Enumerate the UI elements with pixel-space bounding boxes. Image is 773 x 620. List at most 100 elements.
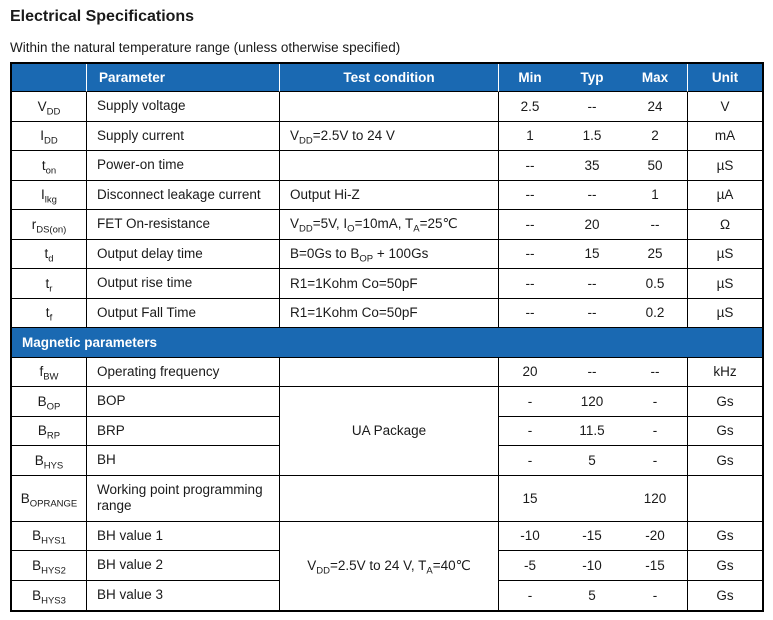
cell-test-condition [280,475,499,522]
table-row: IDD Supply current VDD=2.5V to 24 V 1 1.5 2 mA [12,121,762,151]
table-row: Ilkg Disconnect leakage current Output Hi-… [12,180,762,210]
table-row: fBW Operating frequency 20 -- -- kHz [12,357,762,387]
cell-max: 0.2 [623,298,688,328]
cell-symbol: VDD [12,92,87,122]
cell-unit: µA [688,181,762,210]
cell-max: 0.5 [623,269,688,299]
cell-parameter: Output delay time [87,239,280,269]
cell-unit: Ω [688,210,762,240]
cell-parameter: Output rise time [87,269,280,299]
table-row: tr Output rise time R1=1Kohm Co=50pF -- -- 0.… [12,269,762,299]
cell-min: -- [499,240,561,269]
cell-max: - [623,580,688,610]
cell-test-condition: B=0Gs to BOP + 100Gs [280,239,499,269]
col-header-max: Max [623,64,688,92]
cell-symbol: rDS(on) [12,210,87,240]
cell-parameter: Supply voltage [87,92,280,122]
table-row: BOP BOP UA Package -120- Gs [12,387,762,476]
cell-min: -- [499,299,561,328]
cell-symbol: td [12,239,87,269]
cell-max: 120 [623,475,688,522]
cell-typ: 15 [561,240,623,269]
cell-symbol: Ilkg [12,180,87,210]
cell-symbol: BHYS3 [12,580,87,610]
section-row: Magnetic parameters [12,328,762,358]
cell-symbol: BRP [12,416,87,446]
cell-typ: -15 [561,522,623,551]
cell-min: - [527,587,533,603]
cell-parameter: BRP [87,416,280,446]
cell-parameter: BOP [87,387,280,417]
cell-max: -- [623,357,688,387]
cell-parameter: FET On-resistance [87,210,280,240]
cell-typ: -- [561,358,623,387]
cell-typ: 5 [588,587,596,603]
table-row: BHYS BH -5- Gs [12,446,762,476]
table-row: rDS(on) FET On-resistance VDD=5V, IO=10mA,… [12,210,762,240]
cell-parameter: BH value 2 [87,551,280,581]
col-header-symbol [12,64,87,92]
electrical-specifications-table: Parameter Test condition Min Typ Max Uni… [10,62,764,612]
col-header-typ: Typ [561,64,623,92]
table-row: BHYS3 BH value 3 - 5 - Gs [12,580,762,610]
cell-max: -20 [623,521,688,551]
cell-min: - [499,387,561,417]
cell-parameter: Power-on time [87,151,280,181]
table-row: tf Output Fall Time R1=1Kohm Co=50pF -- -- 0.… [12,298,762,328]
table-row: BRP BRP -11.5- Gs [12,416,762,446]
cell-symbol: fBW [12,357,87,387]
cell-min: -- [499,181,561,210]
cell-unit: µS [688,240,762,269]
cell-typ: 120 [561,387,623,417]
cell-parameter: BH value 1 [87,521,280,551]
cell-min: 15 [499,476,561,522]
cell-min: - [499,417,561,446]
table-row: BHYS2 BH value 2 -5 -10 -15 Gs [12,551,762,581]
cell-max: -- [623,210,688,240]
cell-max: 24 [623,92,688,122]
cell-test-condition: Output Hi-Z [280,180,499,210]
col-header-test-condition: Test condition [280,64,499,92]
cell-unit: Gs [688,522,762,551]
cell-test-condition [280,92,499,122]
cell-unit: Gs [688,417,762,446]
cell-max: -15 [623,551,688,581]
cell-symbol: BOPRANGE [12,475,87,522]
cell-parameter: Output Fall Time [87,298,280,328]
cell-symbol: BOP [12,387,87,417]
cell-typ [561,476,623,522]
cell-parameter: Supply current [87,121,280,151]
cell-parameter: Working point programming range [87,475,280,522]
col-header-parameter: Parameter [87,64,280,92]
header-row: Parameter Test condition Min Typ Max Uni… [12,64,762,92]
table-row: ton Power-on time -- 35 50 µS [12,151,762,181]
cell-parameter: BH value 3 [87,580,280,610]
cell-symbol: IDD [12,121,87,151]
cell-test-condition: UA Package [280,387,499,476]
cell-parameter: Disconnect leakage current [87,180,280,210]
table-row: VDD Supply voltage 2.5 -- 24 V [12,92,762,122]
section-header-magnetic-parameters: Magnetic parameters [12,328,762,358]
cell-unit [688,476,762,522]
cell-symbol: tf [12,298,87,328]
cell-max: 1 [623,180,688,210]
cell-min: -- [499,151,561,181]
col-header-min: Min [499,64,561,92]
cell-unit: mA [688,122,762,151]
cell-unit: kHz [688,358,762,387]
cell-typ: -- [561,92,623,122]
cell-typ: 20 [561,210,623,240]
cell-min: -- [499,210,561,240]
cell-max: 50 [623,151,688,181]
cell-typ: 11.5 [561,417,623,446]
cell-symbol: BHYS [12,446,87,476]
cell-unit: Gs [716,587,734,603]
cell-symbol: BHYS1 [12,521,87,551]
cell-test-condition: VDD=2.5V to 24 V [280,121,499,151]
cell-unit: µS [688,269,762,299]
cell-typ: -10 [561,551,623,581]
cell-max: 2 [623,121,688,151]
cell-typ: -- [561,181,623,210]
cell-max: - [623,446,688,476]
